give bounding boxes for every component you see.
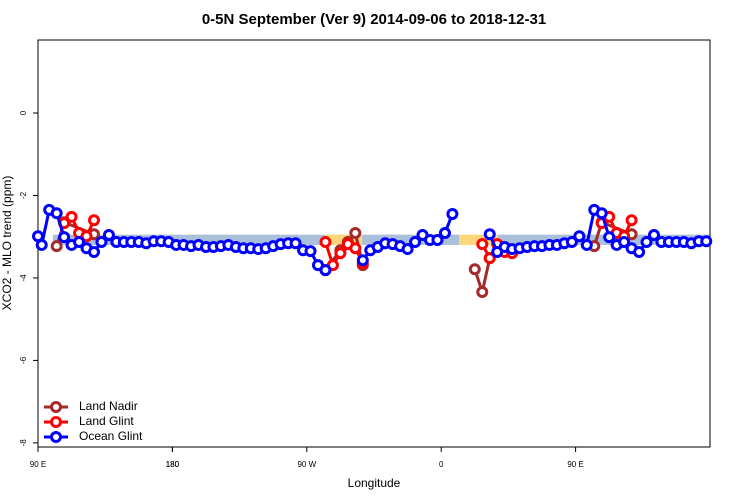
legend-marker (50, 401, 62, 413)
data-point (700, 235, 713, 248)
data-point (88, 245, 100, 258)
data-point (95, 236, 108, 249)
legend-label: Land Glint (79, 414, 134, 428)
data-point (648, 229, 660, 242)
data-point (580, 238, 593, 251)
data-point (319, 236, 332, 249)
y-tick-label: 0 (19, 110, 28, 115)
data-point (431, 233, 444, 246)
data-point (50, 207, 63, 220)
x-tick-label: 0 (439, 460, 444, 469)
data-point (35, 238, 48, 251)
x-tick-label: 180 (166, 460, 180, 469)
x-axis-label: Longitude (348, 476, 401, 490)
x-tick-label: 90 W (297, 460, 316, 469)
x-tick-label: 90 E (567, 460, 583, 469)
legend-label: Land Nadir (79, 399, 138, 413)
data-point (319, 264, 332, 277)
legend-label: Ocean Glint (79, 429, 143, 443)
chart-title: 0-5N September (Ver 9) 2014-09-06 to 201… (202, 11, 546, 28)
data-point (618, 236, 631, 249)
data-point (468, 263, 481, 276)
data-point (573, 230, 586, 243)
data-point (595, 207, 608, 220)
data-point (73, 236, 86, 249)
data-point (483, 228, 496, 241)
data-point (80, 230, 93, 243)
data-point (446, 208, 459, 221)
y-axis-label: XCO2 - MLO trend (ppm) (0, 176, 14, 311)
data-point (50, 240, 63, 253)
data-point (349, 242, 362, 255)
y-tick-label: -6 (19, 356, 28, 364)
y-tick-label: -8 (19, 439, 28, 447)
data-point (438, 226, 451, 239)
data-point (304, 245, 317, 258)
data-point (356, 254, 369, 267)
x-tick-label: 180 (166, 460, 180, 469)
x-tick-label: 90 E (30, 460, 46, 469)
data-point (633, 245, 646, 258)
reference-band (52, 234, 325, 245)
data-point (565, 236, 578, 249)
data-point (58, 231, 71, 244)
y-tick-label: -4 (19, 274, 28, 282)
data-point (483, 252, 496, 265)
data-point (476, 238, 489, 251)
y-tick-label: -2 (19, 191, 28, 199)
data-point (289, 237, 302, 250)
data-point (65, 210, 78, 223)
data-point (640, 236, 653, 249)
legend-marker (50, 416, 62, 428)
data-point (409, 236, 422, 249)
data-point (349, 226, 362, 239)
legend-marker (50, 431, 62, 443)
data-point (625, 214, 638, 227)
data-point (334, 247, 347, 260)
data-point (603, 231, 616, 244)
data-point (88, 214, 100, 227)
data-point (102, 229, 115, 242)
data-point (476, 285, 489, 298)
data-point (401, 243, 414, 256)
